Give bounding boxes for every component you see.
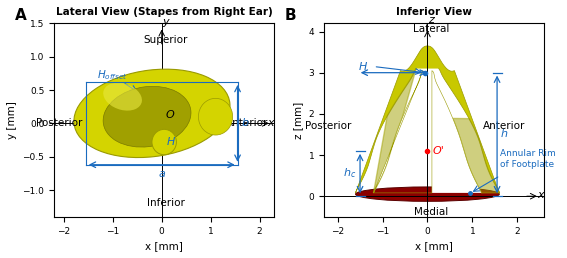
Y-axis label: z [mm]: z [mm] (293, 101, 303, 139)
Text: Annular Rim
of Footplate: Annular Rim of Footplate (500, 149, 556, 170)
Text: a: a (158, 169, 165, 179)
Polygon shape (374, 71, 481, 193)
Text: y: y (162, 17, 169, 27)
Text: Anterior: Anterior (483, 121, 525, 131)
Y-axis label: y [mm]: y [mm] (7, 101, 17, 139)
Text: H: H (358, 61, 367, 71)
Text: Lateral: Lateral (413, 25, 449, 35)
Text: O: O (165, 110, 174, 120)
Text: $H_{offset}$: $H_{offset}$ (97, 68, 128, 82)
Text: Posterior: Posterior (306, 121, 352, 131)
X-axis label: x [mm]: x [mm] (145, 241, 183, 251)
Text: Medial: Medial (414, 207, 448, 217)
Title: Inferior View: Inferior View (396, 7, 472, 17)
Text: B: B (285, 8, 296, 23)
Ellipse shape (356, 187, 500, 201)
Text: $h_c$: $h_c$ (343, 167, 357, 180)
Ellipse shape (103, 83, 142, 111)
Text: b: b (242, 118, 248, 128)
Text: H: H (167, 137, 175, 147)
Text: x: x (267, 118, 273, 128)
Polygon shape (374, 69, 416, 193)
Text: Inferior: Inferior (147, 198, 185, 208)
Text: A: A (15, 8, 26, 23)
Title: Lateral View (Stapes from Right Ear): Lateral View (Stapes from Right Ear) (56, 7, 273, 17)
Ellipse shape (152, 129, 176, 155)
Text: z: z (428, 15, 434, 25)
Ellipse shape (198, 98, 232, 135)
Ellipse shape (74, 69, 230, 158)
Polygon shape (453, 118, 500, 193)
Text: Posterior: Posterior (36, 118, 82, 128)
Text: Superior: Superior (143, 35, 188, 45)
Ellipse shape (103, 86, 191, 147)
X-axis label: x [mm]: x [mm] (415, 241, 453, 251)
Polygon shape (356, 46, 500, 193)
Text: h: h (501, 130, 507, 139)
Text: x: x (538, 190, 544, 200)
Text: O': O' (433, 146, 445, 156)
Text: Anterior: Anterior (226, 118, 269, 128)
